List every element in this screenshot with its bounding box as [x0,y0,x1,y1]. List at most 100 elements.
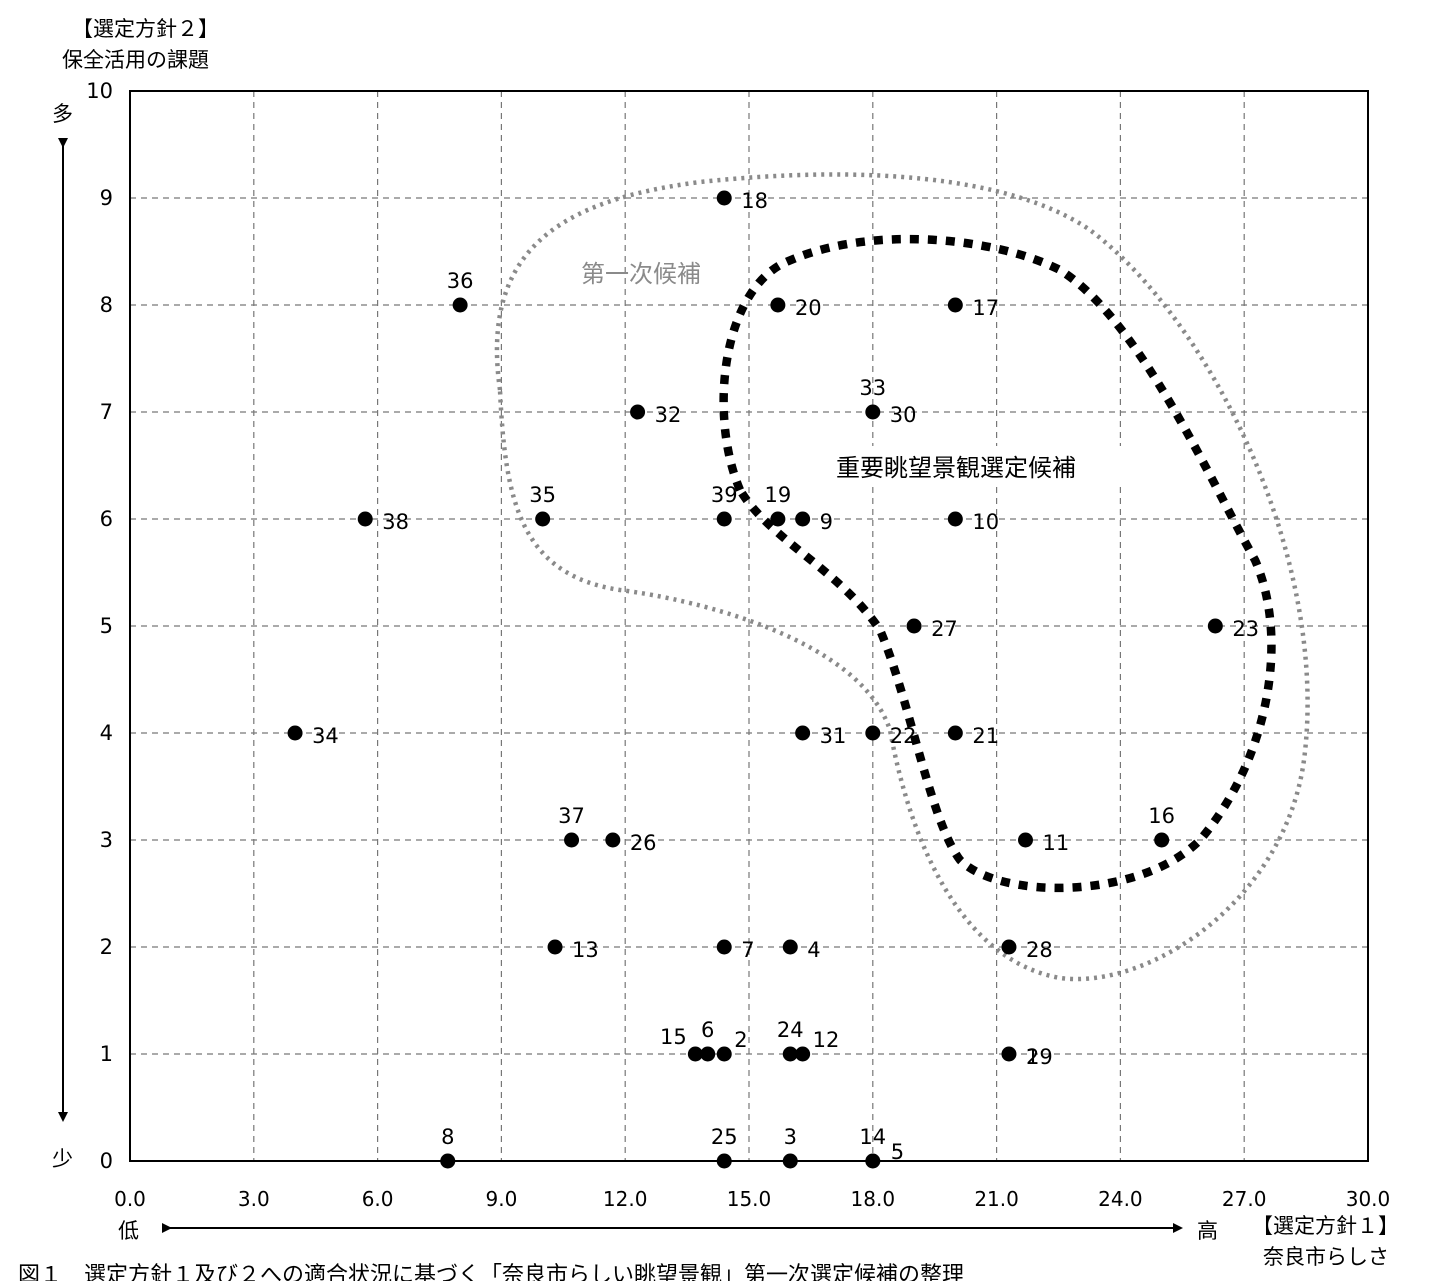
x-tick-label: 3.0 [238,1187,270,1211]
tick-labels: 0.0 3.0 6.0 9.0 12.0 15.0 18.0 21.0 24.0 27.0 30.0… [86,79,1390,1211]
y-tick-label: 9 [100,186,113,210]
point-label-38: 38 [382,510,409,534]
point-label-30: 30 [890,403,917,427]
important-view-label: 重要眺望景観選定候補 [836,454,1076,482]
important-view-label-bg [828,446,1134,486]
point-label-3: 3 [784,1125,797,1149]
y-tick-label: 10 [86,79,113,103]
point-label-11: 11 [1042,831,1069,855]
data-point-12 [795,1046,811,1062]
point-label-31: 31 [820,724,847,748]
data-point-23 [1207,618,1223,634]
point-label-20: 20 [795,296,822,320]
data-point-7 [716,939,732,955]
data-point-19 [770,511,786,527]
point-label-18: 18 [741,189,768,213]
first-candidate-region [494,172,1310,982]
point-label-34: 34 [312,724,339,748]
point-label-12: 12 [813,1028,840,1052]
x-tick-label: 27.0 [1222,1187,1267,1211]
data-point-36 [452,297,468,313]
x-low-label: 低 [118,1219,139,1243]
point-label-33: 33 [859,376,886,400]
point-label-13: 13 [572,938,599,962]
data-point-22 [865,725,881,741]
y-tick-label: 0 [100,1149,113,1173]
data-point-24 [782,1046,798,1062]
y-low-label: 少 [52,1147,73,1171]
y-tick-label: 2 [100,935,113,959]
data-point-20 [770,297,786,313]
y-tick-label: 4 [100,721,113,745]
point-label-17: 17 [972,296,999,320]
gridlines [130,91,1368,1161]
y-tick-label: 6 [100,507,113,531]
point-label-1: 1 [1026,1045,1039,1069]
point-label-24: 24 [777,1018,804,1042]
data-point-34 [287,725,303,741]
x-tick-label: 24.0 [1098,1187,1143,1211]
data-point-4 [782,939,798,955]
data-point-27 [906,618,922,634]
y-tick-label: 1 [100,1042,113,1066]
point-label-10: 10 [972,510,999,534]
point-label-37: 37 [558,804,585,828]
point-label-35: 35 [529,483,556,507]
data-point-6 [700,1046,716,1062]
point-label-22: 22 [890,724,917,748]
data-point-13 [547,939,563,955]
data-point-2 [716,1046,732,1062]
point-label-19: 19 [765,483,792,507]
x-high-label: 高 [1197,1219,1218,1243]
point-label-28: 28 [1026,938,1053,962]
point-label-23: 23 [1232,617,1259,641]
data-point-8 [440,1153,456,1169]
point-label-26: 26 [630,831,657,855]
data-point-17 [947,297,963,313]
x-tick-label: 15.0 [727,1187,772,1211]
data-point-39 [716,511,732,527]
x-tick-label: 18.0 [851,1187,896,1211]
x-tick-label: 0.0 [114,1187,146,1211]
data-point-31 [795,725,811,741]
x-axis-title-line1: 【選定方針１】 [1252,1214,1399,1238]
point-label-16: 16 [1148,804,1175,828]
data-point-18 [716,190,732,206]
point-label-7: 7 [741,938,754,962]
x-tick-label: 30.0 [1346,1187,1391,1211]
data-point-9 [795,511,811,527]
y-tick-label: 8 [100,293,113,317]
y-axis-title-line2: 保全活用の課題 [62,48,209,72]
y-tick-label: 7 [100,400,113,424]
data-point-25 [716,1153,732,1169]
data-point-21 [947,725,963,741]
point-label-32: 32 [655,403,682,427]
point-label-14: 14 [859,1125,886,1149]
data-point-11 [1017,832,1033,848]
x-tick-label: 12.0 [603,1187,648,1211]
data-point-33 [865,404,881,420]
figure-caption: 図１ 選定方針１及び２への適合状況に基づく「奈良市らしい眺望景観」第一次選定候補… [18,1263,964,1281]
data-point-37 [564,832,580,848]
point-label-25: 25 [711,1125,738,1149]
x-tick-label: 9.0 [485,1187,517,1211]
data-point-38 [357,511,373,527]
x-tick-label: 21.0 [974,1187,1019,1211]
y-tick-label: 5 [100,614,113,638]
y-axis-title-line1: 【選定方針２】 [72,17,219,41]
first-candidate-label: 第一次候補 [581,260,701,288]
point-label-15: 15 [660,1025,687,1049]
data-point-32 [630,404,646,420]
data-point-35 [535,511,551,527]
point-label-6: 6 [701,1018,714,1042]
x-axis-title-line2: 奈良市らしさ [1263,1245,1389,1269]
data-point-28 [1001,939,1017,955]
data-point-1 [1001,1046,1017,1062]
data-point-16 [1154,832,1170,848]
point-label-8: 8 [441,1125,454,1149]
point-label-27: 27 [931,617,958,641]
data-point-15 [687,1046,703,1062]
x-tick-label: 6.0 [362,1187,394,1211]
